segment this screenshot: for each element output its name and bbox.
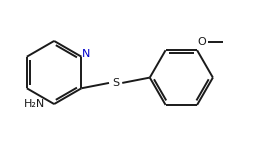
Text: O: O (197, 37, 206, 47)
Text: S: S (112, 78, 119, 88)
Text: N: N (82, 49, 91, 59)
Text: H₂N: H₂N (24, 99, 45, 109)
